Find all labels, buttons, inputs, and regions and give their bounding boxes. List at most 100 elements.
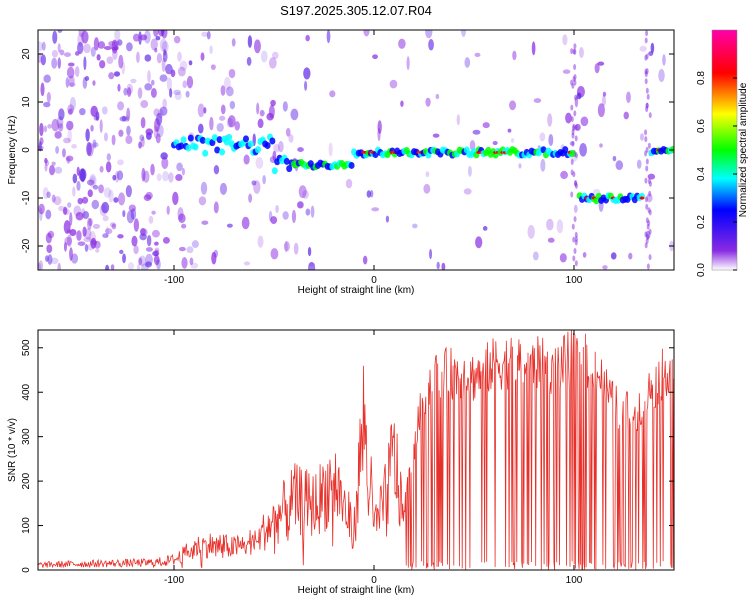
noise-blob — [162, 171, 169, 182]
noise-blob — [278, 140, 284, 153]
noise-blob — [51, 161, 56, 166]
noise-blob — [140, 100, 149, 109]
noise-blob — [139, 134, 145, 142]
noise-blob — [556, 219, 564, 234]
noise-blob — [518, 163, 522, 169]
noise-blob — [290, 108, 299, 121]
noise-blob — [441, 262, 446, 270]
noise-blob — [87, 142, 94, 157]
noise-blob — [78, 168, 87, 182]
noise-blob — [303, 67, 311, 80]
snr-y-label: SNR (10 * v/v) — [7, 418, 18, 482]
noise-blob — [74, 51, 80, 56]
noise-blob — [188, 60, 193, 66]
noise-blob — [45, 159, 50, 167]
noise-blob — [79, 108, 86, 116]
noise-blob — [636, 159, 642, 169]
noise-blob — [155, 35, 161, 41]
noise-blob — [644, 196, 648, 203]
noise-blob — [572, 125, 576, 132]
noise-blob — [162, 98, 167, 109]
noise-blob — [579, 46, 584, 59]
noise-blob — [105, 226, 109, 238]
noise-blob — [140, 117, 146, 129]
noise-blob — [599, 143, 603, 148]
noise-blob — [546, 218, 554, 231]
noise-blob — [97, 41, 106, 49]
noise-blob — [73, 205, 82, 217]
noise-blob — [209, 45, 213, 55]
noise-blob — [572, 255, 576, 262]
noise-blob — [116, 39, 123, 46]
noise-blob — [103, 187, 112, 198]
noise-blob — [574, 124, 578, 131]
figure-title: S197.2025.305.12.07.R04 — [280, 3, 432, 18]
noise-blob — [456, 114, 460, 126]
noise-blob — [151, 210, 156, 215]
noise-blob — [189, 257, 194, 266]
noise-blob — [482, 226, 488, 231]
noise-blob — [213, 201, 219, 214]
noise-blob — [153, 256, 161, 263]
noise-blob — [88, 218, 93, 227]
noise-blob — [123, 87, 128, 96]
noise-blob — [464, 57, 471, 68]
noise-blob — [472, 129, 481, 135]
noise-blob — [562, 34, 568, 46]
noise-blob — [136, 264, 141, 270]
noise-blob — [243, 154, 250, 165]
noise-blob — [372, 54, 378, 60]
noise-blob — [201, 220, 209, 225]
noise-blob — [220, 104, 226, 115]
noise-blob — [63, 241, 68, 252]
ridge-blob — [271, 167, 278, 175]
noise-blob — [570, 159, 574, 166]
colorbar-tick-label: 0.6 — [696, 119, 707, 133]
noise-blob — [432, 133, 440, 138]
noise-blob — [211, 251, 217, 265]
snr-frame — [37, 329, 675, 571]
noise-blob — [601, 95, 607, 107]
noise-blob — [155, 133, 161, 144]
noise-blob — [571, 140, 575, 147]
noise-blob — [178, 213, 186, 224]
noise-blob — [172, 191, 179, 205]
noise-blob — [69, 212, 73, 226]
y-tick-label: 10 — [21, 96, 32, 108]
noise-blob — [370, 189, 374, 198]
noise-blob — [154, 249, 160, 257]
noise-blob — [580, 116, 589, 127]
noise-blob — [574, 235, 578, 242]
noise-blob — [90, 124, 94, 132]
noise-blob — [51, 49, 59, 58]
y-tick-label: 300 — [21, 428, 32, 445]
noise-blob — [133, 218, 140, 232]
noise-blob — [658, 68, 665, 83]
noise-blob — [181, 257, 188, 269]
noise-blob — [197, 103, 205, 118]
noise-blob — [548, 133, 554, 147]
noise-blob — [154, 254, 160, 266]
noise-blob — [147, 70, 151, 83]
noise-blob — [623, 111, 629, 120]
noise-blob — [121, 115, 126, 122]
noise-blob — [159, 38, 168, 52]
colorbar-tick-label: 0.2 — [696, 215, 707, 229]
noise-blob — [219, 115, 226, 121]
colorbar-gradient — [711, 29, 738, 271]
noise-blob — [92, 223, 101, 229]
noise-blob — [648, 254, 652, 261]
ridge-blob — [180, 136, 187, 144]
noise-blob — [38, 203, 45, 215]
noise-blob — [45, 209, 52, 220]
noise-blob — [67, 202, 72, 208]
noise-blob — [99, 119, 103, 133]
noise-blob — [46, 91, 51, 103]
noise-blob — [159, 106, 168, 116]
ridge-blob — [192, 143, 199, 151]
noise-blob — [124, 115, 130, 123]
noise-blob — [282, 211, 289, 220]
noise-blob — [148, 215, 154, 224]
noise-blob — [646, 93, 650, 100]
noise-blob — [305, 34, 310, 42]
